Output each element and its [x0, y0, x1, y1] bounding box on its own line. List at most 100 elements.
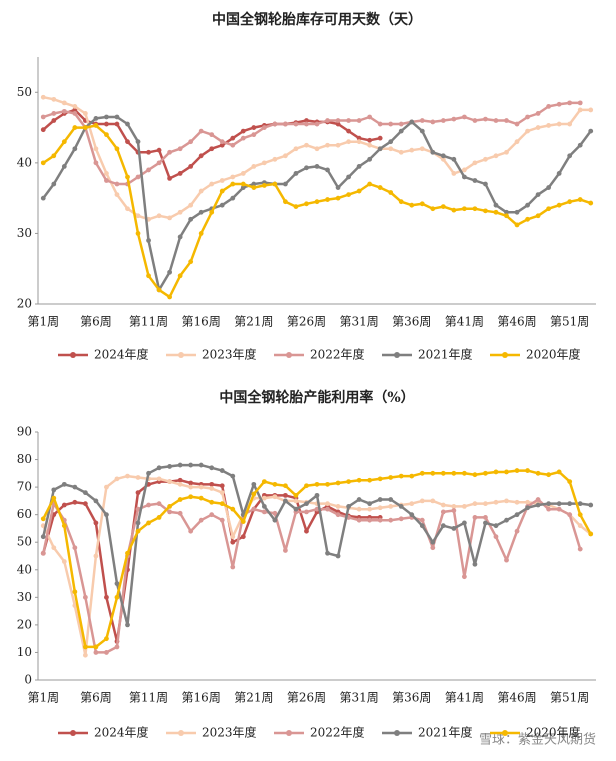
point	[209, 146, 215, 152]
point	[314, 146, 320, 152]
point	[398, 504, 404, 509]
point	[556, 506, 562, 512]
point	[493, 209, 499, 215]
point	[51, 153, 57, 159]
point	[514, 528, 520, 534]
point	[440, 509, 446, 515]
point	[461, 206, 467, 212]
point	[146, 167, 151, 173]
point	[567, 199, 573, 205]
point	[556, 101, 562, 107]
point	[219, 188, 225, 194]
point	[367, 156, 373, 162]
point	[388, 146, 394, 152]
legend-marker	[394, 352, 400, 358]
point	[419, 523, 425, 529]
point	[198, 517, 204, 523]
point	[451, 207, 457, 213]
point	[483, 156, 488, 162]
point	[93, 123, 99, 128]
point	[188, 462, 194, 468]
point	[93, 650, 99, 655]
point	[251, 125, 257, 130]
point	[114, 146, 120, 152]
point	[125, 550, 130, 556]
point	[156, 213, 162, 219]
point	[409, 119, 415, 125]
point	[514, 121, 520, 127]
point	[535, 111, 541, 116]
point	[461, 167, 467, 173]
point	[125, 174, 130, 180]
point	[525, 114, 530, 120]
point	[198, 209, 204, 215]
point	[82, 594, 88, 600]
series-line	[42, 463, 591, 627]
point	[535, 192, 541, 198]
point	[72, 545, 78, 551]
point	[483, 515, 488, 520]
legend-label: 2024年度	[94, 725, 149, 740]
point	[483, 470, 488, 476]
legend-label: 2023年度	[202, 725, 257, 740]
point	[419, 470, 425, 476]
point	[156, 160, 162, 166]
point	[525, 202, 530, 208]
point	[514, 512, 520, 518]
x-tick-label: 第41周	[445, 691, 484, 705]
point	[188, 139, 194, 145]
point	[156, 501, 162, 507]
point	[493, 523, 499, 529]
point	[367, 501, 373, 507]
y-tick-label: 30	[17, 590, 32, 604]
point	[472, 515, 478, 520]
point	[567, 153, 573, 159]
point	[135, 231, 141, 236]
point	[419, 201, 425, 207]
point	[93, 146, 99, 152]
point	[104, 512, 109, 518]
point	[283, 121, 288, 127]
point	[451, 508, 457, 513]
point	[304, 528, 309, 534]
point	[177, 146, 183, 152]
point	[72, 111, 78, 116]
point	[188, 216, 194, 222]
point	[167, 149, 173, 155]
point	[451, 116, 457, 122]
point	[304, 509, 309, 515]
point	[377, 135, 383, 141]
point	[93, 520, 99, 526]
point	[82, 652, 88, 658]
point	[356, 188, 362, 194]
point	[567, 512, 573, 518]
point	[325, 550, 330, 556]
point	[156, 515, 162, 520]
point	[125, 622, 130, 628]
x-tick-label: 第31周	[339, 315, 378, 329]
point	[125, 139, 130, 145]
y-tick-label: 30	[17, 226, 32, 240]
point	[409, 473, 415, 479]
point	[325, 506, 330, 512]
point	[272, 517, 278, 523]
x-tick-label: 第26周	[287, 315, 326, 329]
point	[535, 470, 541, 476]
point	[304, 483, 309, 489]
point	[230, 506, 236, 512]
point	[567, 501, 573, 507]
point	[293, 506, 299, 512]
point	[177, 209, 183, 215]
point	[335, 121, 341, 127]
point	[525, 505, 530, 511]
point	[472, 206, 478, 212]
point	[461, 174, 467, 180]
point	[93, 553, 99, 559]
point	[167, 504, 173, 509]
point	[104, 171, 109, 176]
point	[577, 501, 583, 507]
point	[535, 125, 541, 130]
point	[451, 504, 457, 509]
point	[546, 206, 552, 212]
point	[483, 501, 488, 507]
